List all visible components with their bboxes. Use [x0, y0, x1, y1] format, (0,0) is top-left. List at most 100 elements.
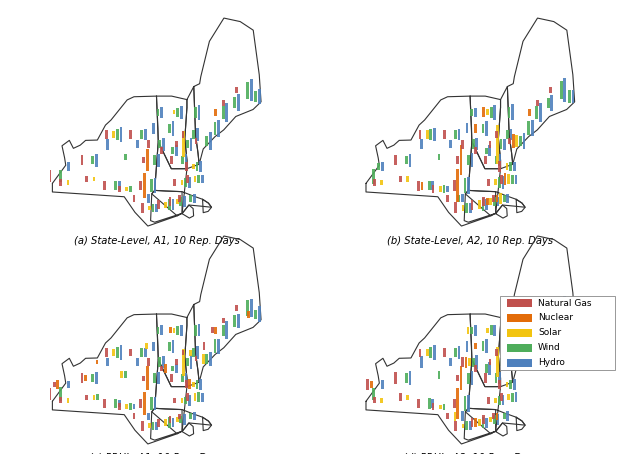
Bar — [465, 203, 468, 212]
Bar — [503, 195, 506, 202]
Bar — [193, 413, 196, 420]
Bar — [188, 395, 191, 406]
Bar — [372, 388, 375, 400]
Bar — [141, 421, 143, 431]
Bar — [67, 180, 69, 184]
Bar — [469, 203, 472, 212]
Bar — [446, 195, 449, 202]
Bar — [474, 343, 477, 349]
Bar — [181, 374, 184, 382]
Bar — [203, 342, 205, 350]
Bar — [493, 105, 496, 119]
Bar — [175, 141, 178, 148]
Bar — [157, 327, 159, 334]
Bar — [189, 413, 192, 419]
Bar — [146, 366, 149, 390]
Text: (a) State-Level, A1, 10 Rep. Days: (a) State-Level, A1, 10 Rep. Days — [74, 236, 240, 246]
Bar — [175, 359, 178, 365]
Bar — [132, 413, 136, 419]
Bar — [508, 394, 510, 400]
Bar — [399, 176, 402, 183]
Bar — [254, 91, 257, 102]
Bar — [508, 174, 510, 184]
Bar — [152, 204, 154, 212]
Bar — [143, 157, 145, 163]
Bar — [405, 156, 408, 164]
Bar — [563, 78, 566, 102]
Bar — [164, 202, 167, 208]
Bar — [237, 94, 239, 111]
Bar — [488, 141, 492, 148]
Bar — [474, 325, 477, 336]
Bar — [106, 139, 109, 149]
Bar — [136, 140, 139, 148]
Bar — [170, 374, 173, 382]
Bar — [495, 156, 497, 164]
Bar — [139, 399, 142, 408]
Bar — [572, 90, 574, 103]
Bar — [490, 198, 492, 205]
Bar — [511, 393, 514, 401]
Bar — [472, 357, 475, 367]
Bar — [476, 138, 478, 150]
Bar — [549, 305, 552, 311]
Bar — [478, 419, 481, 426]
Bar — [467, 373, 470, 384]
Bar — [198, 105, 200, 120]
Bar — [168, 124, 171, 133]
Bar — [180, 325, 182, 336]
Bar — [370, 381, 373, 388]
Bar — [419, 130, 421, 139]
Bar — [442, 185, 445, 192]
Bar — [452, 181, 456, 191]
Bar — [461, 411, 463, 421]
Bar — [486, 328, 489, 333]
Bar — [175, 145, 178, 156]
Bar — [86, 176, 88, 183]
Bar — [150, 397, 153, 410]
Bar — [125, 405, 128, 409]
Bar — [86, 395, 88, 400]
Bar — [485, 121, 488, 136]
Bar — [118, 186, 121, 192]
Bar — [506, 194, 509, 202]
Bar — [485, 418, 488, 428]
Bar — [196, 128, 199, 141]
Bar — [104, 181, 106, 190]
Bar — [470, 371, 474, 385]
Bar — [513, 162, 516, 172]
Bar — [465, 356, 467, 368]
Bar — [197, 392, 200, 402]
Bar — [457, 195, 460, 202]
Bar — [446, 186, 449, 192]
Bar — [504, 173, 506, 185]
Bar — [189, 355, 192, 369]
Bar — [147, 358, 150, 366]
Bar — [493, 325, 496, 336]
Bar — [508, 299, 532, 307]
Bar — [485, 339, 488, 353]
Bar — [211, 327, 214, 333]
Bar — [495, 413, 499, 420]
Bar — [506, 382, 508, 387]
Bar — [186, 175, 189, 183]
Bar — [467, 395, 470, 412]
Bar — [454, 412, 456, 421]
Bar — [172, 121, 175, 136]
Bar — [156, 204, 158, 212]
Bar — [106, 358, 109, 366]
Bar — [461, 140, 464, 148]
Bar — [490, 417, 492, 422]
Bar — [466, 340, 468, 352]
Bar — [189, 350, 191, 355]
Bar — [508, 359, 532, 367]
Bar — [93, 177, 95, 181]
Bar — [152, 342, 155, 351]
Bar — [173, 179, 176, 186]
Bar — [539, 103, 541, 122]
Bar — [162, 356, 164, 368]
Bar — [495, 349, 498, 356]
Text: Hydro: Hydro — [538, 358, 565, 367]
Bar — [105, 348, 108, 357]
Bar — [144, 348, 147, 357]
